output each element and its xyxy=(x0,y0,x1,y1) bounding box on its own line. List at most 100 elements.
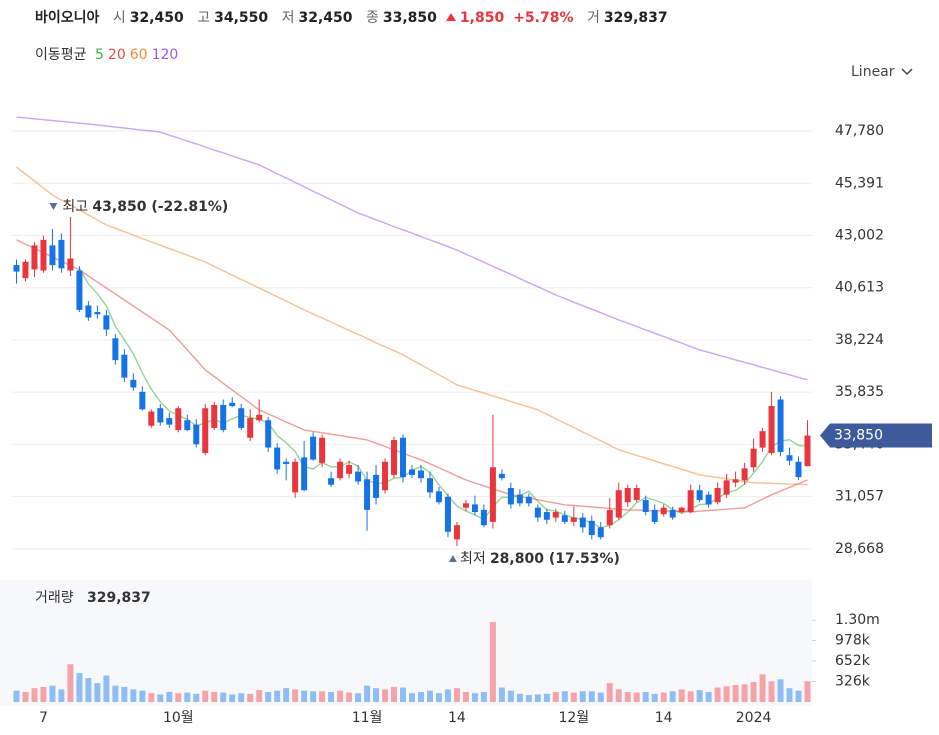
candle-body xyxy=(130,379,137,388)
chevron xyxy=(900,68,913,76)
volume-bar xyxy=(238,693,245,702)
candle-body xyxy=(175,408,182,431)
legend-title: 이동평균 xyxy=(35,47,87,63)
candle-body xyxy=(139,391,146,410)
ma-line xyxy=(16,116,808,381)
candle-body xyxy=(85,305,92,318)
volume-bar xyxy=(777,679,784,702)
candle-body xyxy=(624,488,631,503)
volume-bar xyxy=(382,689,389,702)
volume-bar xyxy=(157,694,164,702)
candle-body xyxy=(633,488,640,501)
scale-select[interactable]: Linear xyxy=(851,64,913,80)
volume-bar xyxy=(624,691,631,702)
last-price-tag xyxy=(820,423,932,448)
volume-bar xyxy=(175,693,182,702)
candle-body xyxy=(112,338,119,361)
y-tick-label: 1.30m xyxy=(835,612,880,628)
candle-body xyxy=(651,509,658,522)
high-prefix: 최고 xyxy=(62,199,88,215)
volume-bar xyxy=(507,690,514,702)
volume-bar xyxy=(283,688,290,702)
candle-body xyxy=(76,270,83,310)
volume-bar xyxy=(265,691,272,702)
field-value: 32,450 xyxy=(298,10,353,26)
candle-body xyxy=(382,461,389,491)
volume-bar xyxy=(714,687,721,702)
candle-body xyxy=(40,239,47,271)
candle-body xyxy=(274,447,281,470)
high-text: 43,850 (-22.81%) xyxy=(92,199,228,215)
volume-bar xyxy=(274,690,281,702)
volume-bar xyxy=(534,694,541,702)
volume-bar xyxy=(561,691,568,702)
volume-bar xyxy=(139,690,146,702)
field-value: 329,837 xyxy=(603,10,668,26)
y-tick-label: 978k xyxy=(835,632,871,648)
volume-bar xyxy=(435,693,442,702)
volume-bar xyxy=(103,675,110,702)
candle-body xyxy=(409,469,415,475)
volume-title: 거래량 xyxy=(35,590,74,606)
volume-bar xyxy=(633,692,640,702)
candle-body xyxy=(184,420,191,431)
change: 1,850 xyxy=(459,10,505,26)
volume-bar xyxy=(696,690,703,702)
legend-entry: 120 xyxy=(151,47,179,63)
volume-bar xyxy=(669,691,676,702)
candle-body xyxy=(373,474,380,498)
volume-bar xyxy=(786,688,793,702)
candle-body xyxy=(615,490,622,518)
ma-legend: 이동평균 5 20 60 120 xyxy=(35,44,182,64)
candle-body xyxy=(687,490,694,513)
candle-body xyxy=(292,461,299,493)
candle-body xyxy=(49,245,56,266)
x-tick-label: 11월 xyxy=(352,710,383,726)
volume-bar xyxy=(732,685,739,702)
candle-body xyxy=(471,504,478,513)
volume-bar xyxy=(444,689,451,702)
volume-bar xyxy=(49,685,56,702)
up-icon xyxy=(445,13,456,21)
low-text: 28,800 (17.53%) xyxy=(490,551,620,567)
volume-bar xyxy=(516,693,523,702)
candle-body xyxy=(444,496,451,532)
volume-bar xyxy=(391,686,398,702)
field-value: 33,850 xyxy=(382,10,437,26)
y-tick-label: 38,224 xyxy=(835,332,884,348)
y-tick-label: 45,391 xyxy=(835,175,884,191)
volume-bar xyxy=(373,688,380,702)
volume-bar xyxy=(723,686,730,702)
scale-label[interactable]: Linear xyxy=(851,64,895,80)
candle-body xyxy=(283,461,290,464)
volume-bar xyxy=(471,693,478,702)
volume-bar xyxy=(58,689,65,702)
candle-body xyxy=(480,509,487,526)
y-tick-label: 652k xyxy=(835,653,871,669)
x-tick-label: 7 xyxy=(39,710,48,726)
candle-body xyxy=(570,517,577,522)
x-tick-label: 2024 xyxy=(736,710,772,726)
volume-bar xyxy=(498,687,505,702)
volume-bar xyxy=(579,691,586,702)
volume-bar xyxy=(319,691,326,702)
candle-body xyxy=(31,245,38,270)
field-label: 시 xyxy=(112,10,126,26)
field-value: 32,450 xyxy=(129,10,184,26)
volume-bar xyxy=(480,691,487,702)
candle-body xyxy=(552,512,559,518)
candle-body xyxy=(435,491,442,503)
candle-body xyxy=(157,408,164,423)
candle-body xyxy=(516,494,523,504)
candle-body xyxy=(346,465,353,474)
y-tick-label: 31,057 xyxy=(835,489,884,505)
candle-body xyxy=(714,488,721,503)
field-label: 종 xyxy=(365,10,379,26)
candle-body xyxy=(355,471,362,482)
field-label: 고 xyxy=(197,10,211,26)
volume-bar xyxy=(462,691,469,702)
candle-body xyxy=(606,509,613,526)
volume-bar xyxy=(678,689,685,702)
volume-bar xyxy=(166,691,173,702)
volume-bar xyxy=(642,691,649,702)
